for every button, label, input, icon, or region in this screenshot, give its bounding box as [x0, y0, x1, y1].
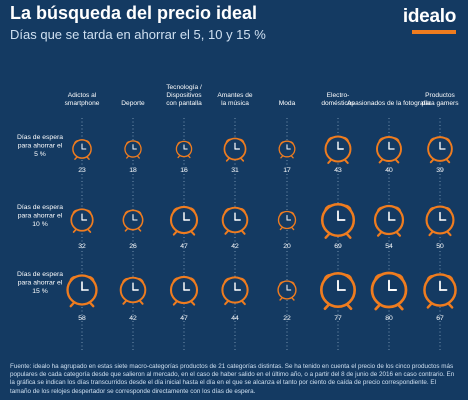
- value-label: 18: [129, 167, 137, 174]
- category-label-line: domésticos: [321, 100, 355, 107]
- alarm-clock-icon: [169, 205, 199, 236]
- value-label: 17: [283, 167, 291, 174]
- alarm-clock-icon: [370, 271, 408, 311]
- category-label-line: Moda: [279, 100, 296, 107]
- alarm-clock-icon: [72, 139, 92, 160]
- series-label-line: 10 %: [32, 221, 48, 228]
- category-label: Tecnología / Dispositivos con pantalla: [166, 84, 202, 107]
- category-label-line: la música: [221, 100, 249, 107]
- value-label: 69: [334, 243, 342, 250]
- category-label-line: Dispositivos: [166, 92, 202, 99]
- alarm-clock-icon: [324, 135, 352, 164]
- alarm-clock-icon: [221, 206, 249, 235]
- category-label: Apasionados de la fotografía: [347, 100, 431, 107]
- alarm-clock-icon: [376, 136, 402, 164]
- category-label-line: Adictos al: [68, 92, 97, 99]
- series-label: Días de espera para ahorrar el 10 %: [17, 204, 63, 228]
- series-label-line: para ahorrar el: [18, 213, 63, 220]
- chart-title: La búsqueda del precio ideal: [10, 3, 258, 23]
- series-label: Días de espera para ahorrar el 5 %: [17, 134, 63, 158]
- category-label-line: Deporte: [121, 100, 145, 107]
- alarm-clock-icon: [124, 140, 142, 159]
- alarm-clock-icon: [277, 210, 297, 231]
- alarm-clock-icon: [66, 274, 98, 308]
- value-label: 32: [78, 243, 86, 250]
- value-label: 20: [283, 243, 291, 250]
- alarm-clock-icon: [221, 276, 249, 306]
- value-label: 42: [231, 243, 239, 250]
- category-label-line: smartphone: [65, 100, 100, 107]
- series-label-line: 5 %: [34, 151, 46, 158]
- category-label: Moda: [279, 100, 296, 107]
- category-label: Productos para gamers: [421, 92, 459, 107]
- value-label: 26: [129, 243, 137, 250]
- alarm-clock-icon: [277, 280, 297, 301]
- value-label: 22: [283, 315, 291, 322]
- alarm-clock-icon: [373, 204, 405, 237]
- alarm-clock-icon: [278, 140, 296, 159]
- value-label: 47: [180, 315, 188, 322]
- alarm-clock-icon: [70, 208, 94, 233]
- category-label-line: Tecnología /: [166, 84, 202, 91]
- alarm-clock-icon: [423, 273, 457, 309]
- value-label: 77: [334, 315, 342, 322]
- category-label: Amantes de la música: [217, 92, 253, 107]
- category-label-line: Amantes de: [217, 92, 253, 99]
- alarm-clock-icon: [427, 136, 453, 164]
- category-label-line: Electro-: [327, 92, 350, 99]
- source-note: Fuente: idealo ha agrupado en estas siet…: [10, 363, 455, 395]
- series-label-line: para ahorrar el: [18, 280, 63, 287]
- alarm-clock-icon: [425, 205, 455, 237]
- series-label-line: para ahorrar el: [18, 143, 63, 150]
- value-label: 58: [78, 315, 86, 322]
- alarm-clock-icon: [319, 271, 357, 311]
- value-label: 44: [231, 315, 239, 322]
- value-label: 47: [180, 243, 188, 250]
- chart-subtitle: Días que se tarda en ahorrar el 5, 10 y …: [10, 27, 266, 42]
- alarm-clock-icon: [122, 209, 144, 232]
- value-label: 31: [231, 167, 239, 174]
- brand-logo: idealo: [402, 6, 456, 27]
- value-label: 39: [436, 167, 444, 174]
- category-label: Adictos al smartphone: [65, 92, 100, 107]
- category-label-line: para gamers: [421, 100, 459, 107]
- alarm-clock-icon: [320, 202, 356, 239]
- series-label-line: Días de espera: [17, 271, 63, 278]
- value-label: 80: [385, 315, 393, 322]
- series-label: Días de espera para ahorrar el 15 %: [17, 271, 63, 295]
- series-label-line: 15 %: [32, 288, 48, 295]
- category-label-line: Productos: [425, 92, 455, 99]
- value-label: 23: [78, 167, 86, 174]
- value-label: 40: [385, 167, 393, 174]
- alarm-clock-icon: [223, 137, 247, 162]
- series-label-line: Días de espera: [17, 204, 63, 211]
- category-label-line: con pantalla: [166, 100, 202, 107]
- series-label-line: Días de espera: [17, 134, 63, 141]
- category-label: Deporte: [121, 100, 145, 107]
- brand-logo-underline: [412, 30, 456, 34]
- value-label: 16: [180, 167, 188, 174]
- value-label: 42: [129, 315, 137, 322]
- alarm-clock-icon: [175, 140, 193, 159]
- alarm-clock-icon: [119, 276, 147, 305]
- category-label-line: Apasionados de la fotografía: [347, 100, 431, 107]
- category-label: Electro-domésticos: [321, 92, 355, 107]
- value-label: 50: [436, 243, 444, 250]
- value-label: 67: [436, 315, 444, 322]
- value-label: 54: [385, 243, 393, 250]
- value-label: 43: [334, 167, 342, 174]
- alarm-clock-icon: [169, 275, 199, 306]
